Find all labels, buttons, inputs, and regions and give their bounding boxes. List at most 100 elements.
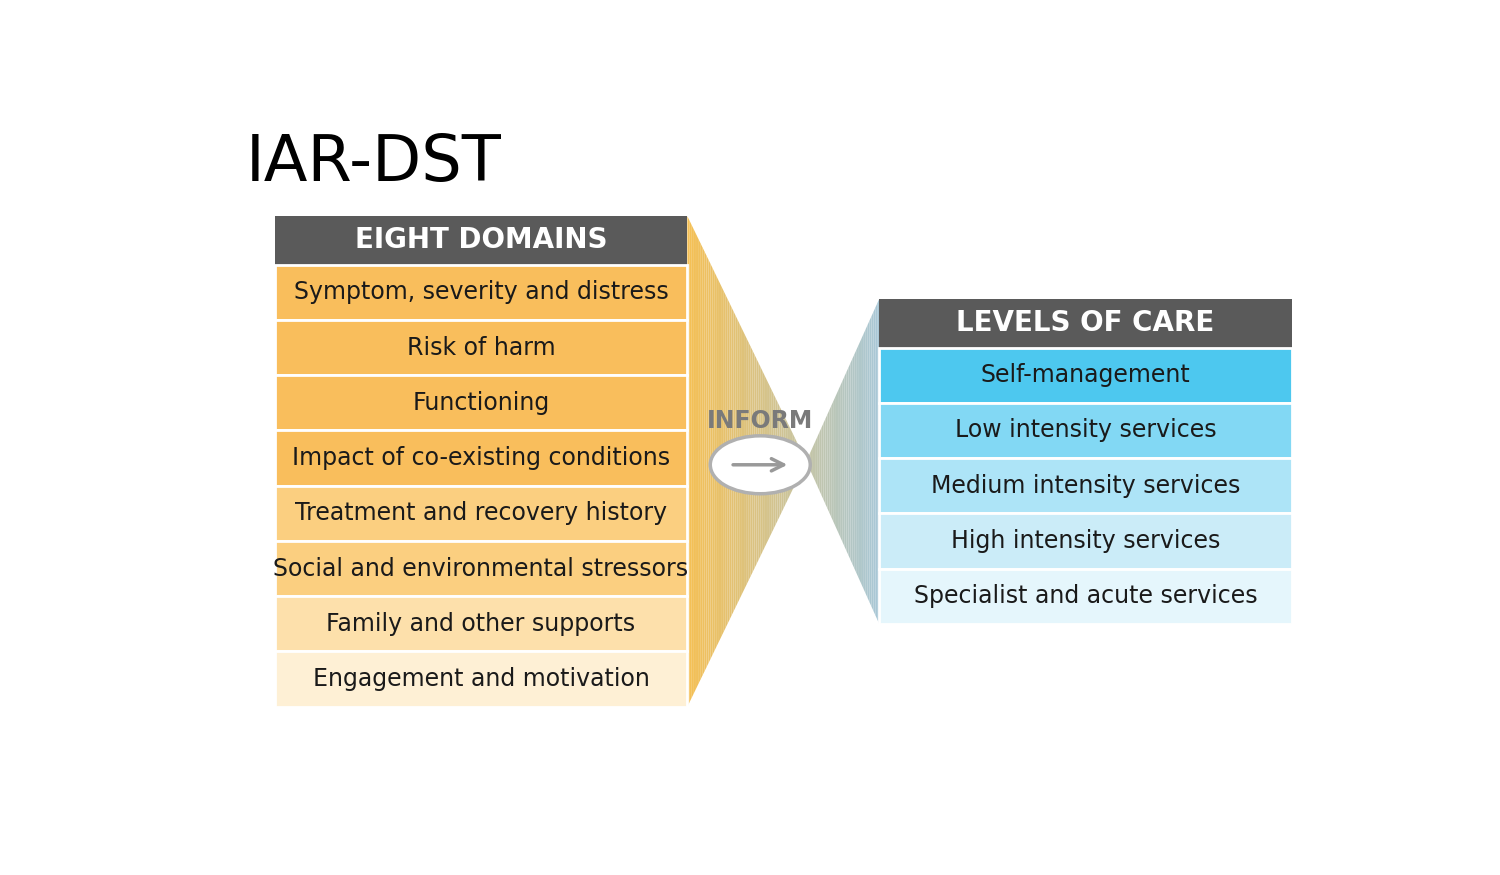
Polygon shape (746, 335, 747, 588)
Polygon shape (849, 363, 850, 560)
Text: Risk of harm: Risk of harm (406, 335, 555, 360)
Polygon shape (742, 331, 746, 592)
Polygon shape (784, 418, 788, 505)
Polygon shape (822, 423, 824, 500)
Polygon shape (708, 260, 711, 663)
Polygon shape (736, 319, 740, 604)
Polygon shape (735, 315, 736, 608)
Text: Impact of co-existing conditions: Impact of co-existing conditions (292, 446, 670, 470)
Polygon shape (856, 346, 858, 577)
Polygon shape (770, 386, 772, 536)
Bar (274, 651, 687, 707)
Bar (274, 264, 687, 320)
Polygon shape (740, 323, 741, 600)
Polygon shape (801, 450, 802, 473)
Polygon shape (700, 244, 702, 679)
Bar (274, 541, 687, 596)
Polygon shape (711, 263, 712, 659)
Polygon shape (712, 268, 714, 655)
Polygon shape (804, 458, 807, 466)
Polygon shape (846, 368, 849, 556)
Text: Social and environmental stressors: Social and environmental stressors (273, 556, 688, 580)
Polygon shape (833, 397, 836, 526)
Text: IAR-DST: IAR-DST (246, 132, 501, 194)
Polygon shape (865, 325, 867, 598)
Polygon shape (722, 287, 724, 635)
Polygon shape (777, 402, 780, 521)
Polygon shape (825, 415, 828, 508)
Polygon shape (816, 436, 818, 487)
Bar (274, 375, 687, 430)
Polygon shape (795, 438, 796, 485)
Bar (879, 299, 1292, 347)
Bar (274, 596, 687, 651)
Polygon shape (714, 271, 716, 651)
Polygon shape (859, 338, 862, 585)
Polygon shape (776, 398, 777, 525)
Bar (879, 402, 1292, 458)
Polygon shape (702, 248, 705, 675)
Polygon shape (878, 299, 879, 624)
Polygon shape (741, 327, 742, 596)
Polygon shape (830, 406, 831, 517)
Polygon shape (794, 434, 795, 489)
Polygon shape (753, 351, 754, 572)
Polygon shape (790, 430, 794, 493)
Polygon shape (772, 390, 774, 533)
Polygon shape (864, 329, 865, 594)
Polygon shape (726, 295, 728, 627)
Polygon shape (692, 224, 693, 699)
Polygon shape (855, 350, 856, 572)
Bar (274, 486, 687, 541)
Bar (274, 430, 687, 486)
Polygon shape (844, 372, 846, 551)
Polygon shape (706, 255, 708, 667)
Polygon shape (873, 308, 876, 615)
Bar (879, 458, 1292, 514)
Text: Treatment and recovery history: Treatment and recovery history (296, 501, 668, 525)
Polygon shape (724, 291, 726, 632)
Polygon shape (789, 426, 790, 497)
Polygon shape (774, 394, 776, 528)
Polygon shape (819, 427, 822, 495)
Polygon shape (687, 216, 690, 707)
Text: Self-management: Self-management (981, 363, 1191, 387)
Text: Symptom, severity and distress: Symptom, severity and distress (294, 280, 669, 304)
Polygon shape (843, 376, 844, 547)
Polygon shape (802, 453, 804, 469)
Polygon shape (836, 393, 837, 529)
Polygon shape (798, 445, 801, 477)
Polygon shape (870, 316, 871, 606)
Bar (879, 347, 1292, 402)
Polygon shape (718, 279, 720, 643)
Polygon shape (842, 381, 843, 542)
Polygon shape (690, 220, 692, 703)
Text: Family and other supports: Family and other supports (327, 612, 636, 636)
Polygon shape (852, 354, 855, 568)
Polygon shape (729, 304, 732, 620)
Polygon shape (858, 342, 859, 581)
Text: Functioning: Functioning (413, 391, 549, 415)
Circle shape (711, 436, 810, 493)
Polygon shape (796, 442, 798, 481)
Polygon shape (764, 374, 766, 549)
Text: Engagement and motivation: Engagement and motivation (312, 667, 650, 691)
Polygon shape (748, 343, 750, 580)
Polygon shape (812, 444, 814, 479)
Polygon shape (876, 304, 878, 620)
Polygon shape (782, 410, 783, 513)
Polygon shape (837, 388, 839, 534)
Text: Specialist and acute services: Specialist and acute services (914, 584, 1257, 608)
Polygon shape (762, 370, 764, 552)
Polygon shape (766, 378, 768, 544)
Polygon shape (871, 312, 873, 611)
Text: INFORM: INFORM (706, 409, 813, 433)
Polygon shape (788, 422, 789, 501)
Bar (879, 569, 1292, 624)
Polygon shape (808, 453, 810, 470)
Polygon shape (698, 236, 699, 687)
Polygon shape (760, 367, 762, 556)
Text: Medium intensity services: Medium intensity services (932, 473, 1240, 498)
Polygon shape (818, 431, 819, 492)
Polygon shape (732, 307, 734, 616)
